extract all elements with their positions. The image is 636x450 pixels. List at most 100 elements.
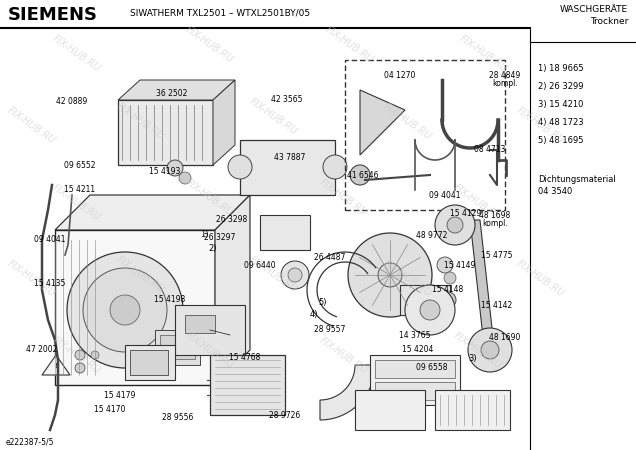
Polygon shape [118, 80, 235, 100]
Polygon shape [320, 365, 375, 420]
Bar [55, 230, 215, 385]
Text: FIX-HUB.RU: FIX-HUB.RU [247, 97, 300, 137]
Text: 09 4041: 09 4041 [429, 190, 460, 199]
Text: 2): 2) [208, 243, 216, 252]
Polygon shape [55, 195, 250, 230]
Text: 2) 26 3299: 2) 26 3299 [538, 81, 583, 90]
Circle shape [167, 160, 183, 176]
Bar [435, 390, 510, 430]
Text: 15 4142: 15 4142 [481, 301, 513, 310]
Circle shape [440, 292, 456, 308]
Text: SIWATHERM TXL2501 – WTXL2501BY/05: SIWATHERM TXL2501 – WTXL2501BY/05 [130, 9, 310, 18]
Circle shape [228, 155, 252, 179]
Circle shape [447, 217, 463, 233]
Text: FIX-HUB.RU: FIX-HUB.RU [381, 101, 433, 142]
Circle shape [288, 268, 302, 282]
Circle shape [323, 155, 347, 179]
Text: 43 7887: 43 7887 [274, 153, 306, 162]
Bar [125, 345, 175, 380]
Text: 28 9557: 28 9557 [314, 325, 346, 334]
Text: 09 4041: 09 4041 [34, 235, 66, 244]
Text: FIX-HUB.RU: FIX-HUB.RU [184, 25, 236, 65]
Bar [400, 285, 450, 315]
Text: 42 0889: 42 0889 [57, 98, 88, 107]
Text: 47 2002: 47 2002 [26, 346, 58, 355]
Bar [260, 215, 310, 250]
Text: e222387-5/5: e222387-5/5 [6, 437, 55, 446]
Text: FIX-HUB.RU: FIX-HUB.RU [50, 34, 102, 74]
Text: !: ! [55, 363, 57, 369]
Text: 15 4135: 15 4135 [34, 279, 66, 288]
Circle shape [75, 350, 85, 360]
Text: SIEMENS: SIEMENS [8, 6, 98, 24]
Text: WASCHGERÄTE: WASCHGERÄTE [560, 5, 628, 14]
Text: FIX-HUB.RU: FIX-HUB.RU [515, 106, 567, 146]
Text: FIX-HUB.RU: FIX-HUB.RU [184, 178, 236, 218]
Text: FIX-HUB.RU: FIX-HUB.RU [457, 34, 509, 74]
Text: FIX-HUB.RU: FIX-HUB.RU [381, 259, 433, 299]
Text: FIX-HUB.RU: FIX-HUB.RU [6, 106, 58, 146]
Circle shape [110, 295, 140, 325]
Bar [375, 382, 455, 400]
Text: 15 4148: 15 4148 [432, 285, 464, 294]
Circle shape [91, 351, 99, 359]
Text: 3) 15 4210: 3) 15 4210 [538, 99, 583, 108]
Text: 26 3298: 26 3298 [216, 216, 247, 225]
Text: 15 4129: 15 4129 [450, 208, 481, 217]
Text: kompl.: kompl. [482, 220, 508, 229]
Text: FIX-HUB.RU: FIX-HUB.RU [317, 178, 370, 218]
Text: FIX-HUB.RU: FIX-HUB.RU [50, 335, 102, 376]
Bar [355, 390, 425, 430]
Text: 36 2502: 36 2502 [156, 89, 188, 98]
Text: 42 3565: 42 3565 [271, 95, 303, 104]
Text: 28 9726: 28 9726 [270, 410, 301, 419]
Text: 15 4211: 15 4211 [64, 185, 95, 194]
Text: FIX-HUB.RU: FIX-HUB.RU [451, 331, 503, 371]
Text: 28 9556: 28 9556 [162, 414, 194, 423]
Text: 4) 48 1723: 4) 48 1723 [538, 117, 584, 126]
Bar [185, 315, 215, 333]
Text: 15 4170: 15 4170 [94, 405, 126, 414]
Text: 1): 1) [200, 230, 209, 239]
Bar [155, 330, 200, 365]
Text: 48 1690: 48 1690 [489, 333, 521, 342]
Text: FIX-HUB.RU: FIX-HUB.RU [317, 335, 370, 376]
Text: 26 3297: 26 3297 [204, 234, 236, 243]
Text: Dichtungsmaterial: Dichtungsmaterial [538, 176, 616, 184]
Circle shape [281, 261, 309, 289]
Text: FIX-HUB.RU: FIX-HUB.RU [451, 182, 503, 223]
Text: 04 3540: 04 3540 [538, 186, 572, 195]
Text: 26 4487: 26 4487 [314, 253, 346, 262]
Text: 3): 3) [468, 354, 476, 363]
Polygon shape [42, 355, 70, 375]
Text: kompl.: kompl. [492, 78, 518, 87]
Text: FIX-HUB.RU: FIX-HUB.RU [6, 259, 58, 299]
Bar [210, 355, 285, 415]
Polygon shape [213, 80, 235, 165]
Bar [175, 305, 245, 355]
Circle shape [444, 272, 456, 284]
Text: 08 4713: 08 4713 [474, 145, 506, 154]
Circle shape [83, 268, 167, 352]
Text: 4): 4) [310, 310, 319, 320]
Bar [375, 360, 455, 378]
Text: FIX-HUB.RU: FIX-HUB.RU [247, 254, 300, 295]
Circle shape [420, 300, 440, 320]
Text: FIX-HUB.RU: FIX-HUB.RU [114, 101, 166, 142]
Circle shape [481, 341, 499, 359]
Bar [130, 350, 168, 375]
Text: FIX-HUB.RU: FIX-HUB.RU [324, 25, 376, 65]
Circle shape [75, 363, 85, 373]
Text: 28 4849: 28 4849 [489, 71, 521, 80]
Text: 1) 18 9665: 1) 18 9665 [538, 63, 584, 72]
Circle shape [67, 252, 183, 368]
Text: 48 9772: 48 9772 [417, 230, 448, 239]
Text: FIX-HUB.RU: FIX-HUB.RU [515, 259, 567, 299]
Bar [345, 60, 505, 210]
Circle shape [378, 263, 402, 287]
Text: 09 6558: 09 6558 [416, 364, 448, 373]
Text: 14 3765: 14 3765 [399, 330, 431, 339]
Bar [160, 335, 195, 359]
Text: 09 6552: 09 6552 [64, 161, 96, 170]
Text: 04 1270: 04 1270 [384, 71, 416, 80]
